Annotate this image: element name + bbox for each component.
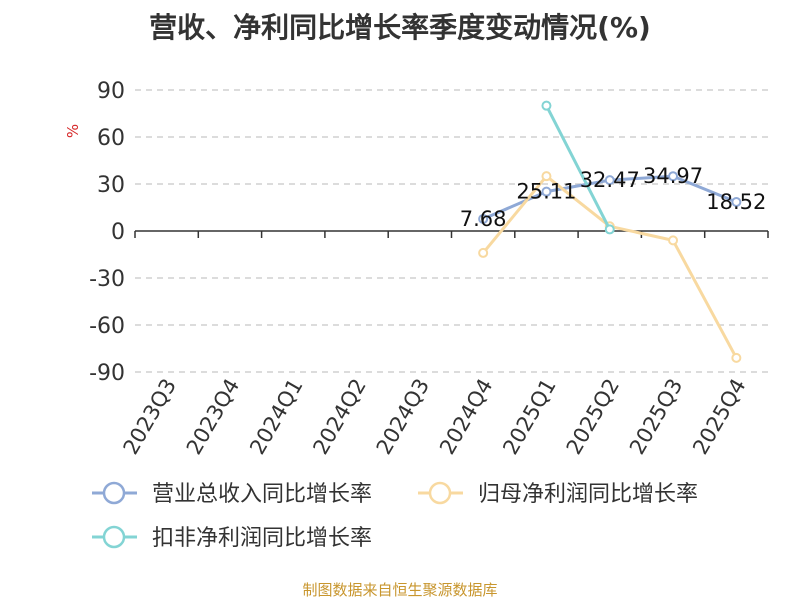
data-point [541,171,552,182]
x-tick-label: 2025Q1 [498,375,560,459]
x-tick-label: 2023Q3 [119,375,181,459]
x-tick-label: 2025Q2 [562,375,624,459]
data-point [541,186,552,197]
data-label: 25.11 [516,180,576,204]
y-tick-label: -30 [89,267,125,292]
x-tick-label: 2023Q4 [182,375,244,459]
legend-marker [102,525,126,549]
x-tick-label: 2024Q2 [308,375,370,459]
y-tick-label: 30 [97,173,125,198]
data-point [478,247,489,258]
data-point [731,352,742,363]
data-label: 18.52 [706,190,766,214]
data-point [668,171,679,182]
x-tick-label: 2024Q4 [435,375,497,459]
y-tick-label: 0 [111,220,125,245]
x-tick-label: 2025Q4 [688,375,750,459]
y-axis-label: % [64,124,82,138]
chart-title: 营收、净利同比增长率季度变动情况(%) [149,11,651,44]
legend-marker [428,481,452,505]
data-label: 7.68 [460,207,507,231]
series-layer [478,100,742,363]
y-tick-label: 90 [97,79,125,104]
data-point [541,100,552,111]
data-point [731,196,742,207]
data-label: 34.97 [643,164,703,188]
data-point [478,213,489,224]
x-tick-label: 2024Q3 [372,374,434,458]
legend-item-3: 扣非净利润同比增长率 [152,526,372,551]
y-tick-label: -60 [89,314,125,339]
legend-item-2: 归母净利润同比增长率 [478,482,698,507]
series-line-3 [545,104,612,231]
y-tick-label: -90 [89,361,125,386]
data-point [604,175,615,186]
source-note: 制图数据来自恒生聚源数据库 [302,581,498,599]
data-label: 32.47 [580,168,640,192]
legend-marker [102,481,126,505]
data-point [668,235,679,246]
data-point [604,224,615,235]
x-tick-label: 2024Q1 [245,375,307,459]
y-tick-label: 60 [97,126,125,151]
legend-item-1: 营业总收入同比增长率 [152,482,372,507]
x-tick-label: 2025Q3 [625,375,687,459]
